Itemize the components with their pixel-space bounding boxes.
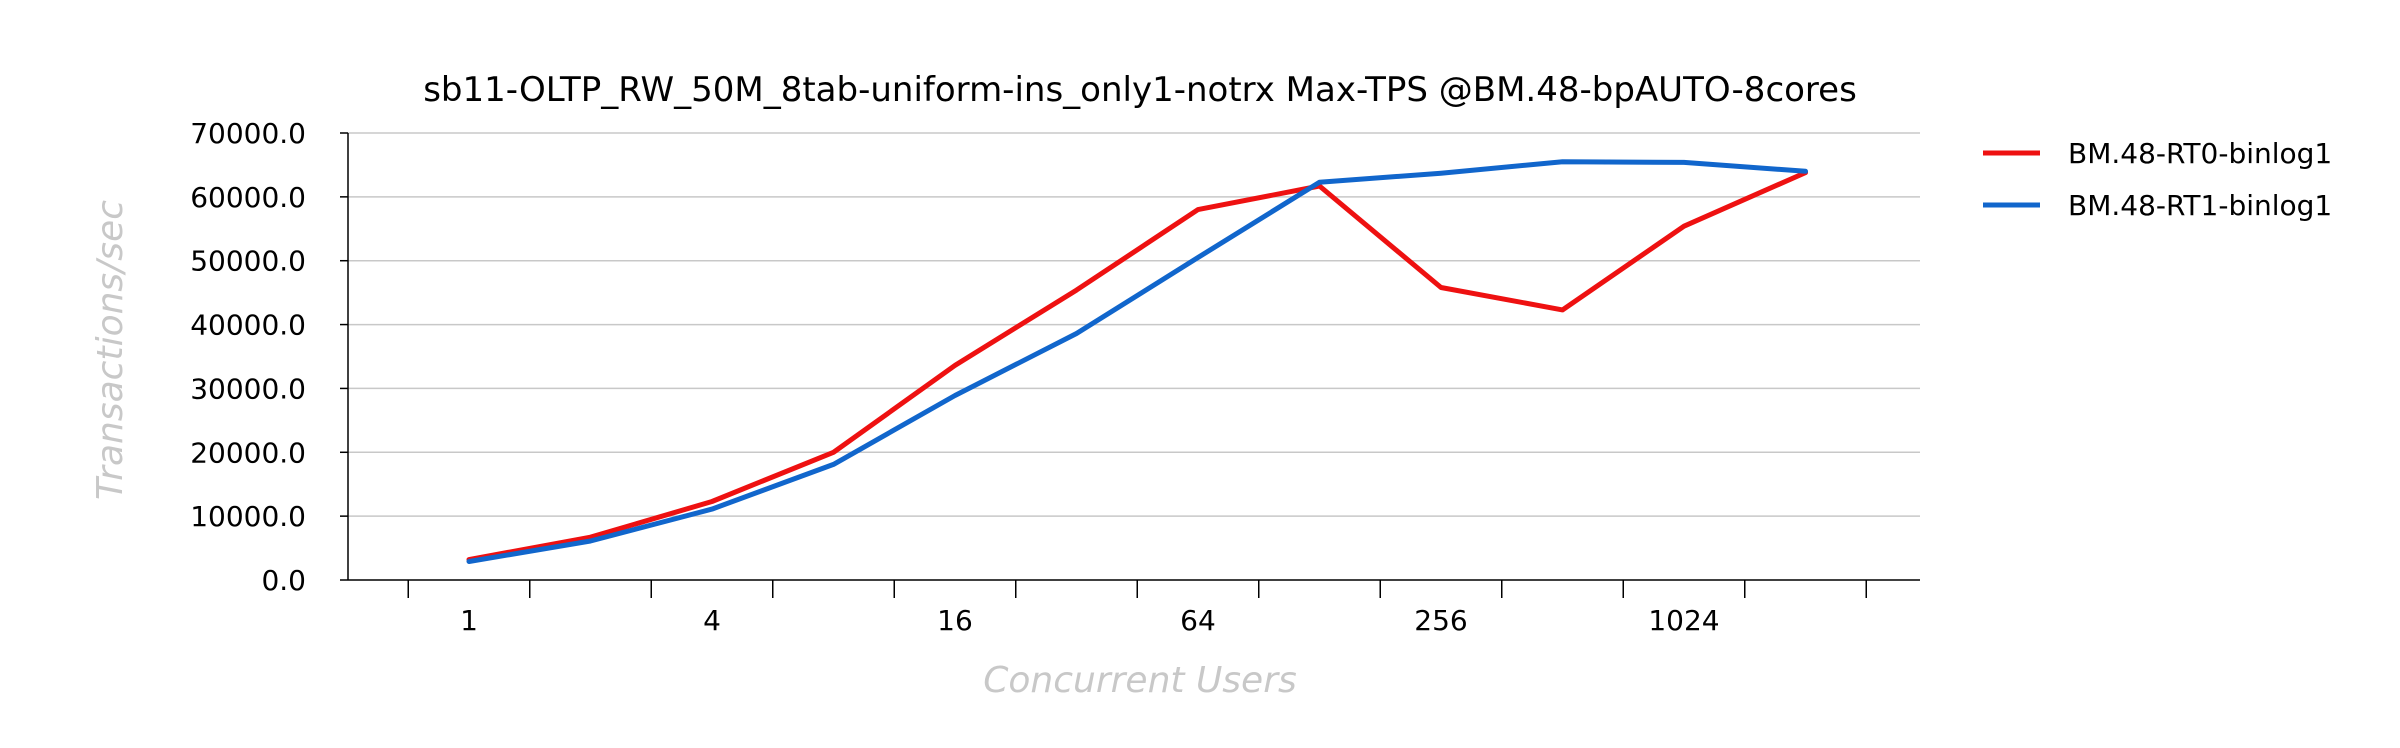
series-line-1 bbox=[466, 159, 1808, 564]
y-axis-label: Transactions/sec bbox=[90, 200, 131, 500]
y-tick-label: 40000.0 bbox=[190, 309, 306, 342]
chart-title: sb11-OLTP_RW_50M_8tab-uniform-ins_only1-… bbox=[423, 70, 1857, 110]
y-tick-label: 60000.0 bbox=[190, 181, 306, 214]
legend-label: BM.48-RT1-binlog1 bbox=[2068, 189, 2332, 222]
y-tick-label: 10000.0 bbox=[190, 500, 306, 533]
y-tick-label: 50000.0 bbox=[190, 245, 306, 278]
series-line-0 bbox=[466, 170, 1808, 563]
series-lines bbox=[466, 159, 1808, 564]
x-tick-label: 4 bbox=[703, 604, 721, 637]
y-axis-ticks: 0.0 10000.0 20000.0 30000.0 40000.0 50000.0 60… bbox=[190, 117, 348, 597]
x-axis-label: Concurrent Users bbox=[983, 660, 1297, 701]
y-tick-label: 20000.0 bbox=[190, 436, 306, 469]
legend-label: BM.48-RT0-binlog1 bbox=[2068, 137, 2332, 170]
y-tick-label: 70000.0 bbox=[190, 117, 306, 150]
legend: BM.48-RT0-binlog1 BM.48-RT1-binlog1 bbox=[1983, 137, 2332, 222]
x-axis-ticks: 1 4 16 64 256 1024 bbox=[407, 580, 1867, 637]
x-tick-label: 16 bbox=[937, 604, 973, 637]
axes bbox=[347, 133, 1920, 581]
x-tick-label: 256 bbox=[1414, 604, 1467, 637]
x-tick-label: 1024 bbox=[1648, 604, 1719, 637]
grid-lines bbox=[348, 132, 1920, 517]
x-tick-label: 64 bbox=[1180, 604, 1216, 637]
x-tick-label: 1 bbox=[460, 604, 478, 637]
y-tick-label: 30000.0 bbox=[190, 372, 306, 405]
y-tick-label: 0.0 bbox=[261, 564, 306, 597]
